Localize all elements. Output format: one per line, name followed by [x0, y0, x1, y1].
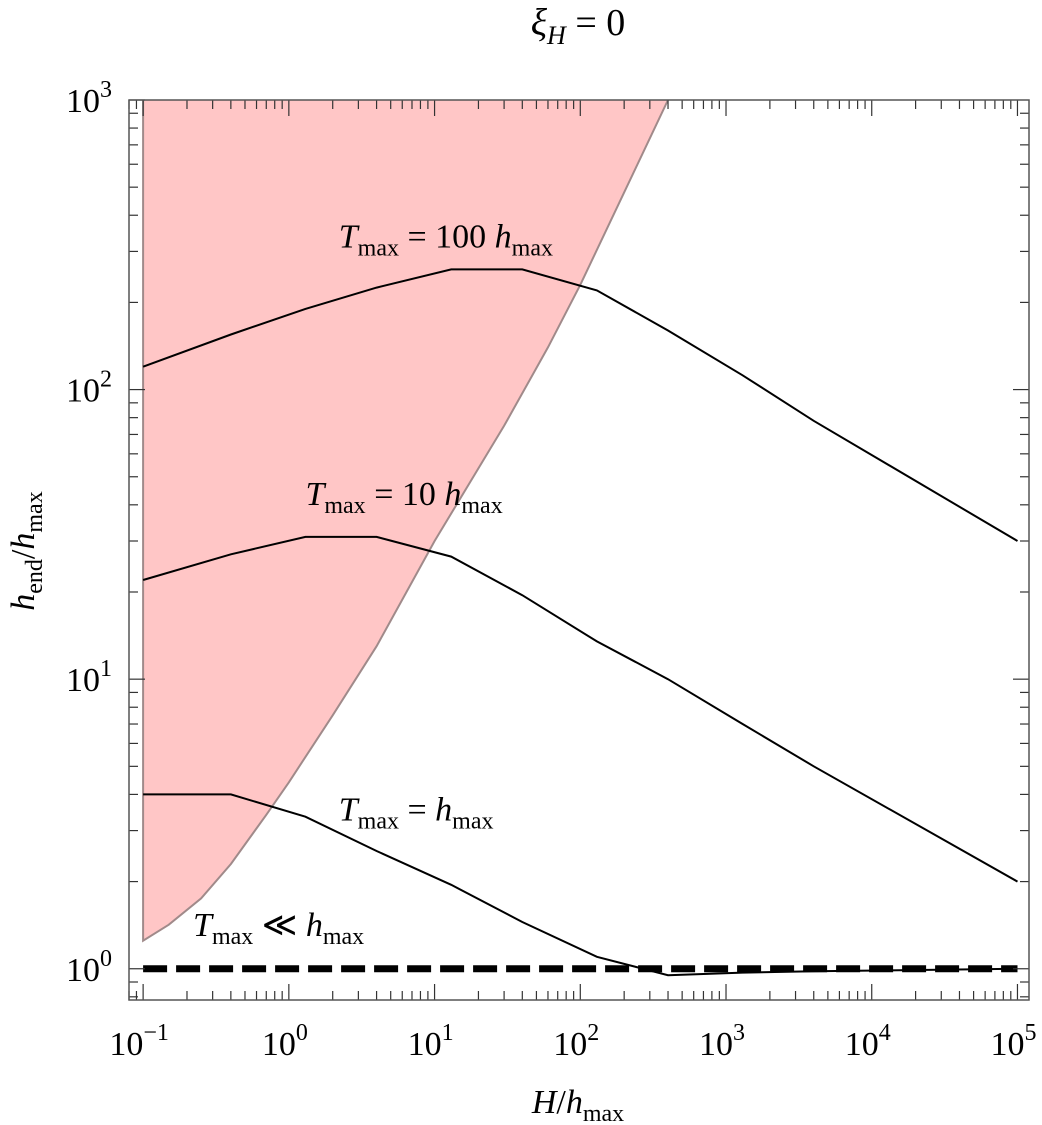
annotation-tll: Tmax ≪ hmax: [193, 907, 364, 950]
x-tick-label: 102: [553, 1020, 599, 1063]
y-axis-label: hend/hmax: [5, 491, 48, 610]
series-line-1: [143, 793, 1018, 977]
x-tick-label: 10−1: [109, 1020, 169, 1063]
x-tick-label: 104: [845, 1020, 891, 1063]
y-tick-label: 100: [66, 946, 112, 989]
annotation-t1: Tmax = hmax: [339, 792, 494, 835]
y-tick-label: 103: [66, 77, 112, 120]
x-tick-label: 103: [699, 1020, 745, 1063]
series-line-2: [142, 535, 1018, 883]
shaded-region-edge: [142, 99, 669, 943]
y-tick-label: 101: [66, 656, 112, 699]
series-layer: [142, 268, 1019, 977]
y-tick-label: 102: [66, 367, 112, 410]
plot-area: Tmax = 100 hmax Tmax = 10 hmax Tmax = hmax…: [142, 99, 1019, 977]
plot-frame: [128, 99, 1030, 1001]
series-line-3: [142, 268, 1019, 542]
x-tick-label: 100: [262, 1020, 308, 1063]
annotation-t100: Tmax = 100 hmax: [339, 218, 553, 261]
annotation-t10: Tmax = 10 hmax: [305, 476, 502, 519]
x-axis-label: H/hmax: [531, 1084, 624, 1125]
x-tick-label: 101: [408, 1020, 454, 1063]
shaded-region: [143, 100, 669, 941]
chart-title: ξH = 0: [531, 2, 626, 50]
axes: 10−1 100 101 102 103 104 105 100 101 102 103: [66, 77, 1036, 1063]
annotation-layer: Tmax = 100 hmax Tmax = 10 hmax Tmax = hmax…: [193, 218, 553, 949]
x-tick-label: 105: [990, 1020, 1036, 1063]
